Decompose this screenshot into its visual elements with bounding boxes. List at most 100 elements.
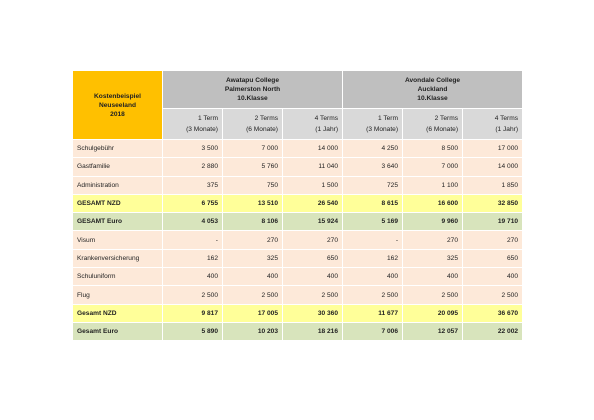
value-cell: 2 880 bbox=[162, 157, 223, 177]
text-line: 2018 bbox=[110, 110, 125, 118]
value-cell: 400 bbox=[281, 267, 344, 287]
value-cell: 4 250 bbox=[342, 138, 404, 159]
table-row: Gesamt NZD 9 817 17 005 30 360 11 677 20 095 3… bbox=[72, 303, 524, 323]
text-line: (1 Jahr) bbox=[315, 126, 339, 133]
cost-table: Kostenbeispiel Neuseeland 2018 Awatapu Coll… bbox=[72, 70, 524, 342]
value-cell: 3 500 bbox=[162, 138, 223, 159]
text-line: Palmerston North bbox=[224, 86, 281, 93]
row-label: Schulgebühr bbox=[72, 138, 163, 159]
value-cell: 400 bbox=[342, 267, 404, 287]
value-cell: 9 960 bbox=[402, 212, 464, 232]
row-label: GESAMT Euro bbox=[72, 212, 163, 232]
value-cell: 14 000 bbox=[462, 157, 524, 177]
row-label: Visum bbox=[72, 230, 163, 250]
row-label: Schuluniform bbox=[72, 267, 163, 287]
value-cell: 8 500 bbox=[402, 138, 464, 159]
text-line: 2 Terms bbox=[434, 115, 459, 122]
value-cell: 16 600 bbox=[402, 193, 464, 214]
value-cell: 11 040 bbox=[281, 157, 344, 177]
value-cell: 162 bbox=[342, 248, 404, 269]
row-label: Administration bbox=[72, 175, 163, 195]
text-line: 2 Terms bbox=[254, 115, 278, 122]
value-cell: 9 817 bbox=[162, 303, 223, 323]
value-cell: 400 bbox=[462, 267, 524, 287]
text-line: 10.Klasse bbox=[237, 95, 268, 102]
value-cell: 12 057 bbox=[402, 321, 464, 342]
school-cell: Awatapu College Palmerston North 10.Klasse bbox=[161, 70, 344, 109]
row-label: Krankenversicherung bbox=[72, 248, 163, 269]
value-cell: 1 100 bbox=[402, 175, 464, 195]
value-cell: 19 710 bbox=[462, 212, 524, 232]
text-line: Kostenbeispiel bbox=[94, 92, 141, 100]
value-cell: 11 677 bbox=[342, 303, 404, 323]
value-cell: 15 924 bbox=[281, 212, 344, 232]
value-cell: 4 053 bbox=[162, 212, 223, 232]
value-cell: 6 755 bbox=[162, 193, 223, 214]
value-cell: 750 bbox=[222, 175, 283, 195]
value-cell: 7 000 bbox=[222, 138, 283, 159]
value-cell: 400 bbox=[222, 267, 283, 287]
value-cell: - bbox=[162, 230, 223, 250]
value-cell: 400 bbox=[402, 267, 464, 287]
text-line: 1 Term bbox=[377, 115, 399, 122]
term-cell: 2 Terms (6 Monate) bbox=[402, 108, 464, 140]
value-cell: 8 106 bbox=[222, 212, 283, 232]
table-row: Krankenversicherung 162 325 650 162 325 650 bbox=[72, 248, 524, 269]
value-cell: 8 615 bbox=[342, 193, 404, 214]
term-cell: 2 Terms (6 Monate) bbox=[222, 108, 283, 140]
table-row: Gastfamilie 2 880 5 760 11 040 3 640 7 000 14 … bbox=[72, 157, 524, 177]
value-cell: 20 095 bbox=[402, 303, 464, 323]
value-cell: 10 203 bbox=[222, 321, 283, 342]
value-cell: 325 bbox=[402, 248, 464, 269]
table-row: Flug 2 500 2 500 2 500 2 500 2 500 2 500 bbox=[72, 285, 524, 305]
value-cell: 725 bbox=[342, 175, 404, 195]
value-cell: 650 bbox=[281, 248, 344, 269]
table-row: GESAMT Euro 4 053 8 106 15 924 5 169 9 960 19 … bbox=[72, 212, 524, 232]
term-cell: 1 Term (3 Monate) bbox=[342, 108, 404, 140]
value-cell: 2 500 bbox=[402, 285, 464, 305]
value-cell: 270 bbox=[222, 230, 283, 250]
row-label: Gesamt NZD bbox=[72, 303, 163, 323]
table-row: Schulgebühr 3 500 7 000 14 000 4 250 8 500 17 … bbox=[72, 138, 524, 159]
text-line: Avondale College bbox=[404, 77, 461, 84]
row-label: Gastfamilie bbox=[72, 157, 163, 177]
table-row: Gesamt Euro 5 890 10 203 18 216 7 006 12 057 2… bbox=[72, 321, 524, 342]
term-cell: 1 Term (3 Monate) bbox=[162, 108, 223, 140]
value-cell: 270 bbox=[462, 230, 524, 250]
table-row: Schuluniform 400 400 400 400 400 400 bbox=[72, 267, 524, 287]
value-cell: 36 670 bbox=[462, 303, 524, 323]
row-label: GESAMT NZD bbox=[72, 193, 163, 214]
value-cell: 375 bbox=[162, 175, 223, 195]
corner-cell: Kostenbeispiel Neuseeland 2018 bbox=[72, 70, 163, 140]
table-row: GESAMT NZD 6 755 13 510 26 540 8 615 16 600 32… bbox=[72, 193, 524, 214]
value-cell: 2 500 bbox=[281, 285, 344, 305]
text-line: (1 Jahr) bbox=[495, 126, 519, 133]
value-cell: 1 850 bbox=[462, 175, 524, 195]
table-row: Administration 375 750 1 500 725 1 100 1 850 bbox=[72, 175, 524, 195]
value-cell: 17 000 bbox=[462, 138, 524, 159]
value-cell: 270 bbox=[402, 230, 464, 250]
value-cell: 2 500 bbox=[342, 285, 404, 305]
text-line: (6 Monate) bbox=[426, 126, 459, 133]
term-cell: 4 Terms (1 Jahr) bbox=[462, 108, 524, 140]
value-cell: 5 169 bbox=[342, 212, 404, 232]
value-cell: 2 500 bbox=[222, 285, 283, 305]
header-row: Kostenbeispiel Neuseeland 2018 Awatapu Coll… bbox=[72, 70, 524, 140]
text-line: 10.Klasse bbox=[417, 95, 448, 102]
value-cell: 5 890 bbox=[162, 321, 223, 342]
text-line: Neuseeland bbox=[98, 101, 136, 109]
value-cell: 400 bbox=[162, 267, 223, 287]
text-line: (3 Monate) bbox=[186, 126, 218, 133]
value-cell: 2 500 bbox=[162, 285, 223, 305]
value-cell: 270 bbox=[281, 230, 344, 250]
value-cell: 7 000 bbox=[402, 157, 464, 177]
text-line: (6 Monate) bbox=[246, 126, 278, 133]
text-line: Awatapu College bbox=[226, 77, 280, 84]
table: Kostenbeispiel Neuseeland 2018 Awatapu Coll… bbox=[72, 70, 524, 342]
row-label: Flug bbox=[72, 285, 163, 305]
row-label: Gesamt Euro bbox=[72, 321, 163, 342]
value-cell: 2 500 bbox=[462, 285, 524, 305]
value-cell: 17 005 bbox=[222, 303, 283, 323]
text-line: 1 Term bbox=[197, 115, 218, 122]
text-line: 4 Terms bbox=[494, 115, 519, 122]
